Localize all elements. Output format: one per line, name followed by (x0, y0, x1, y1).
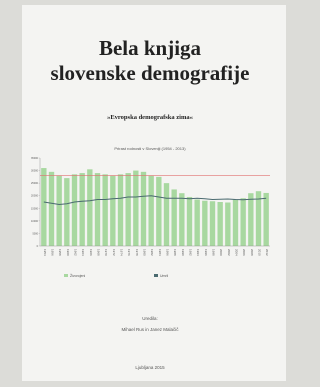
y-tick-label: 5000 (32, 232, 38, 235)
y-tick-label: 20000 (31, 195, 39, 198)
x-tick-label: 2006 (242, 249, 246, 256)
title: Bela knjiga (99, 36, 202, 60)
bar (56, 176, 61, 246)
bar (87, 169, 92, 246)
bar (210, 201, 215, 246)
x-tick-label: 1972 (112, 249, 116, 256)
x-tick-label: 2008 (250, 249, 254, 256)
x-tick-label: 1980 (143, 249, 147, 256)
y-tick-label: 10000 (31, 220, 39, 223)
x-tick-label: 1982 (150, 249, 154, 256)
bar (263, 193, 268, 246)
legend-swatch (154, 274, 158, 277)
x-tick-label: 1958 (58, 249, 62, 256)
subtitle: »Evropska demografska zima« (107, 114, 193, 121)
x-tick-label: 1984 (158, 249, 162, 256)
bar (148, 176, 153, 246)
x-tick-label: 1974 (120, 249, 124, 256)
x-tick-label: 2010 (258, 249, 262, 256)
bar (110, 176, 115, 246)
page: {"header": {"title_line1": "Bela knjiga"… (0, 0, 297, 387)
x-tick-label: 2004 (235, 249, 239, 256)
bar (164, 183, 169, 246)
bar (217, 202, 222, 246)
bar (233, 199, 238, 246)
x-tick-label: 1998 (212, 249, 216, 256)
x-tick-label: 1954 (43, 249, 47, 256)
bar (118, 174, 123, 246)
x-tick-label: 1996 (204, 249, 208, 256)
bar (187, 197, 192, 246)
bar (64, 178, 69, 246)
x-tick-label: 1964 (81, 249, 85, 256)
place-year: Ljubljana 2015 (135, 365, 165, 370)
x-tick-label: 1992 (189, 249, 193, 256)
y-tick-label: 15000 (31, 207, 39, 210)
x-tick-label: 1994 (196, 249, 200, 256)
bar (141, 172, 146, 246)
editors: Mihael Rus in Janez Malačič (121, 327, 179, 332)
bar (41, 168, 46, 246)
bar (179, 193, 184, 246)
bar (95, 173, 100, 246)
y-tick-label: 25000 (31, 182, 39, 185)
x-tick-label: 1956 (51, 249, 55, 256)
bar (133, 171, 138, 246)
x-tick-label: 1988 (173, 249, 177, 256)
x-tick-label: 1978 (135, 249, 139, 256)
bar (248, 193, 253, 246)
bar (72, 174, 77, 246)
legend-label: Umrli (160, 274, 168, 278)
bar (225, 203, 230, 246)
x-tick-label: 1968 (97, 249, 101, 256)
cover: Bela knjiga slovenske demografije »Evrop… (0, 0, 297, 387)
x-tick-label: 1986 (166, 249, 170, 256)
x-tick-label: 2002 (227, 249, 231, 256)
bar (240, 198, 245, 246)
bar (156, 177, 161, 246)
x-tick-label: 1976 (127, 249, 131, 256)
x-tick-label: 2000 (219, 249, 223, 256)
bar (79, 173, 84, 246)
legend-swatch (64, 274, 68, 277)
x-tick-label: 1962 (74, 249, 78, 256)
x-tick-label: 1970 (104, 249, 108, 256)
bar (102, 174, 107, 246)
legend-label: Živorojeni (70, 273, 85, 278)
y-tick-label: 30000 (31, 170, 39, 173)
x-tick-label: 2012 (265, 249, 269, 256)
title: slovenske demografije (51, 61, 250, 85)
bar (125, 173, 130, 246)
editor-label: Uredila: (142, 316, 158, 321)
bar (49, 172, 54, 246)
chart-title: Prirast rodnosti v Sloveniji (1954 - 201… (114, 146, 186, 151)
bar (194, 199, 199, 246)
x-tick-label: 1960 (66, 249, 70, 256)
y-tick-label: 35000 (31, 157, 39, 160)
x-tick-label: 1966 (89, 249, 93, 256)
x-tick-label: 1990 (181, 249, 185, 256)
bar (202, 201, 207, 246)
